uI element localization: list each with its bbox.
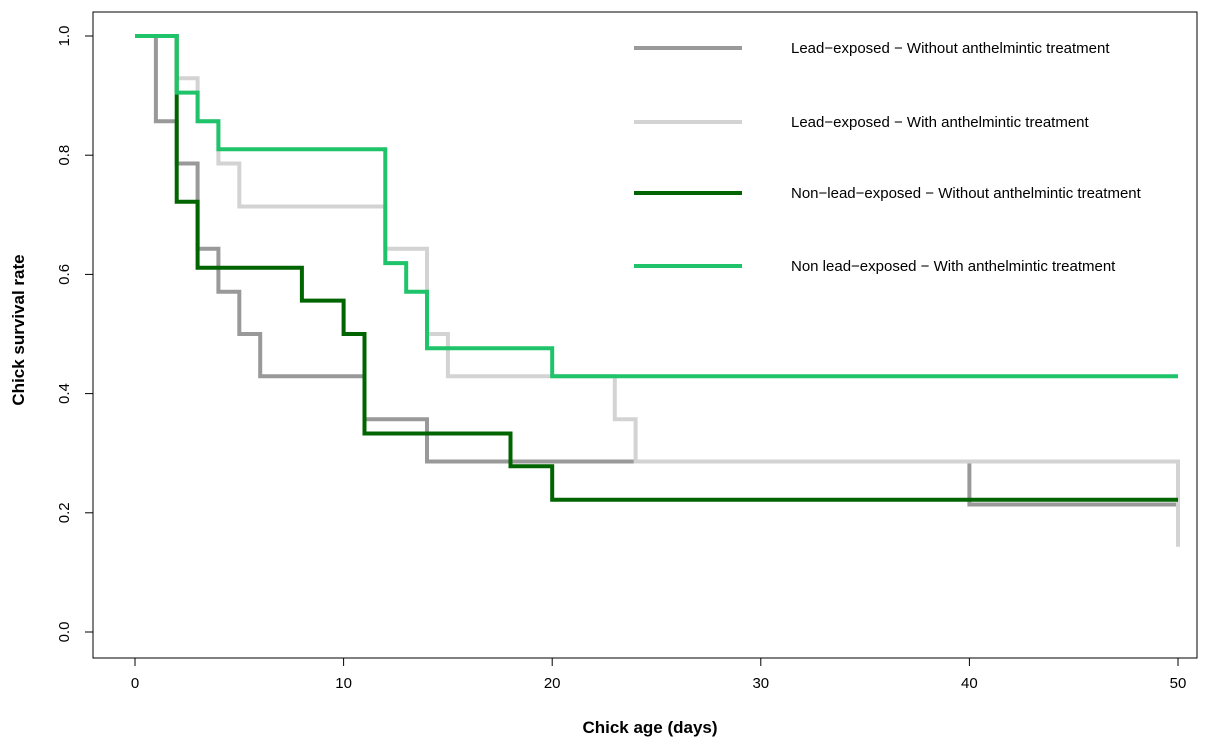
legend-label: Lead−exposed − With anthelmintic treatme… — [791, 114, 1090, 131]
x-axis: 0 10 20 30 40 50 — [131, 657, 1187, 692]
y-axis: 0.0 0.2 0.4 0.6 0.8 1.0 — [56, 26, 94, 643]
series-layer — [135, 34, 1180, 547]
legend-label: Non−lead−exposed − Without anthelmintic … — [791, 185, 1142, 202]
y-tick-label: 0.2 — [56, 502, 73, 523]
y-tick-label: 0.4 — [56, 383, 73, 404]
x-tick-label: 0 — [131, 675, 139, 692]
y-tick-label: 0.0 — [56, 622, 73, 643]
y-tick-label: 1.0 — [56, 26, 73, 47]
x-tick-label: 40 — [961, 675, 978, 692]
x-tick-label: 50 — [1170, 675, 1187, 692]
x-tick-label: 10 — [335, 675, 352, 692]
series-line-4 — [135, 34, 1178, 379]
x-tick-label: 30 — [752, 675, 769, 692]
legend-label: Non lead−exposed − With anthelmintic tre… — [791, 258, 1116, 275]
legend-label: Lead−exposed − Without anthelmintic trea… — [791, 40, 1110, 57]
x-tick-label: 20 — [544, 675, 561, 692]
x-axis-title: Chick age (days) — [582, 718, 717, 737]
y-tick-label: 0.8 — [56, 145, 73, 166]
series-line-3 — [135, 34, 1178, 502]
series-line-2 — [135, 34, 1180, 547]
legend: Lead−exposed − Without anthelmintic trea… — [634, 40, 1142, 275]
y-axis-title: Chick survival rate — [9, 254, 28, 405]
y-tick-label: 0.6 — [56, 264, 73, 285]
